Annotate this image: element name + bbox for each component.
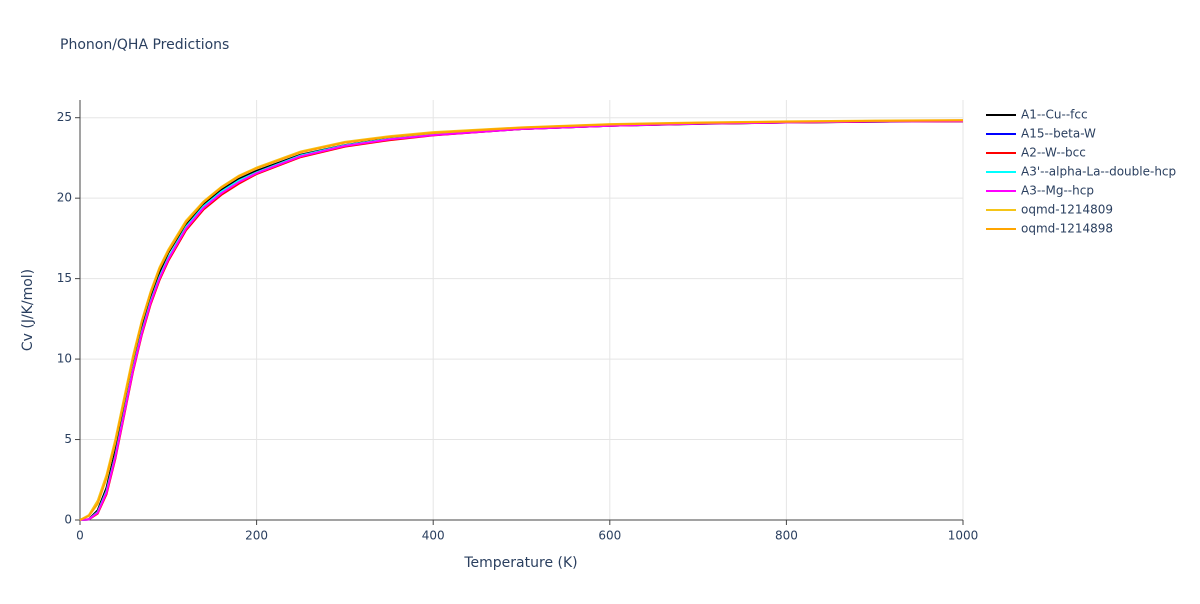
series-line [79, 119, 964, 521]
legend-label: A1--Cu--fcc [1021, 108, 1088, 122]
legend-label: oqmd-1214809 [1021, 203, 1113, 217]
x-axis-title: Temperature (K) [463, 555, 577, 571]
y-tick-label: 5 [64, 432, 72, 446]
series-line [79, 120, 964, 521]
y-tick-label: 0 [64, 513, 72, 527]
series-line [79, 120, 964, 521]
series-line [79, 120, 964, 521]
x-tick-label: 800 [775, 529, 798, 543]
legend-label: A3--Mg--hcp [1021, 184, 1094, 198]
legend-label: A3'--alpha-La--double-hcp [1021, 165, 1176, 179]
y-tick-label: 25 [57, 110, 72, 124]
x-tick-label: 0 [76, 529, 84, 543]
x-tick-label: 1000 [948, 529, 979, 543]
x-tick-label: 600 [598, 529, 621, 543]
legend-label: A2--W--bcc [1021, 146, 1086, 160]
series-line [79, 119, 964, 521]
chart-title: Phonon/QHA Predictions [60, 37, 229, 53]
y-tick-label: 10 [57, 352, 72, 366]
series-line [79, 119, 964, 521]
series-line [79, 120, 964, 521]
y-tick-label: 20 [57, 191, 72, 205]
legend-label: oqmd-1214898 [1021, 222, 1113, 236]
x-tick-label: 400 [422, 529, 445, 543]
x-tick-label: 200 [245, 529, 268, 543]
legend-label: A15--beta-W [1021, 127, 1096, 141]
y-tick-label: 15 [57, 271, 72, 285]
y-axis-title: Cv (J/K/mol) [20, 269, 36, 351]
